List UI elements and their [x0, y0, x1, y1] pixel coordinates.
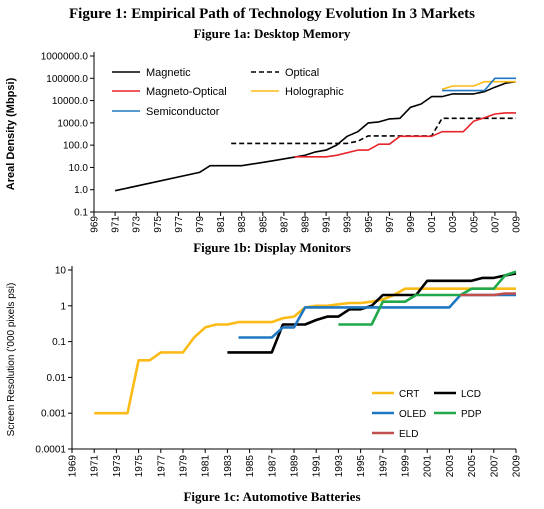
series-crt-line [94, 287, 516, 415]
y-tick-label: 10.0 [69, 163, 89, 174]
y-tick-label: 0.0001 [35, 445, 66, 456]
y-tick-label: 1000000.0 [41, 52, 89, 63]
x-tick-label: 009 [512, 216, 523, 233]
subtitle-automotive-batteries: Figure 1c: Automotive Batteries [183, 489, 361, 504]
y-tick-label: 1000.0 [57, 118, 88, 129]
x-tick-label: 1975 [134, 455, 145, 478]
x-tick-label: 1979 [179, 455, 190, 478]
x-tick-label: 1991 [312, 455, 323, 478]
x-tick-label: 1969 [68, 455, 79, 478]
x-tick-label: 985 [258, 216, 269, 233]
x-tick-label: 001 [427, 216, 438, 233]
legend-label-eld: ELD [399, 429, 418, 440]
y-tick-label: 0.1 [52, 337, 66, 348]
x-tick-label: 1971 [90, 455, 101, 478]
series-eld-line [460, 292, 516, 297]
x-tick-label: 1989 [290, 455, 301, 478]
y-tick-label: 1 [60, 301, 66, 312]
figure-title: Figure 1: Empirical Path of Technology E… [69, 6, 475, 22]
x-tick-label: 1973 [112, 455, 123, 478]
legend-label-magneto-optical: Magneto-Optical [146, 86, 227, 98]
x-tick-label: 2007 [489, 455, 500, 478]
y-tick-label: 100000.0 [46, 74, 88, 85]
x-tick-label: 983 [237, 216, 248, 233]
x-tick-label: 995 [364, 216, 375, 233]
y-tick-label: 100.0 [63, 141, 88, 152]
x-tick-label: 1977 [156, 455, 167, 478]
series-lcd-line [227, 272, 517, 354]
x-tick-label: 969 [90, 216, 101, 233]
x-tick-label: 999 [406, 216, 417, 233]
legend-label-crt: CRT [399, 389, 419, 400]
series-pdp-line [338, 270, 517, 326]
y-tick-label: 10000.0 [52, 96, 89, 107]
x-tick-label: 1983 [223, 455, 234, 478]
x-tick-label: 997 [385, 216, 396, 233]
x-tick-label: 003 [448, 216, 459, 233]
legend-label-pdp: PDP [461, 409, 482, 420]
subtitle-display-monitors: Figure 1b: Display Monitors [193, 240, 351, 255]
legend-label-lcd: LCD [461, 389, 481, 400]
x-tick-label: 2001 [423, 455, 434, 478]
x-tick-label: 1995 [356, 455, 367, 478]
x-tick-label: 977 [174, 216, 185, 233]
y-axis-label: Areal Density (Mbpsi) [5, 77, 17, 190]
y-tick-label: 10 [55, 266, 67, 277]
x-tick-label: 2003 [445, 455, 456, 478]
x-tick-label: 005 [469, 216, 480, 233]
x-tick-label: 1997 [378, 455, 389, 478]
x-tick-label: 1993 [334, 455, 345, 478]
x-tick-label: 993 [343, 216, 354, 233]
x-tick-label: 1985 [245, 455, 256, 478]
legend-label-holographic: Holographic [285, 86, 344, 98]
legend-label-semiconductor: Semiconductor [146, 106, 220, 118]
series-holographic-line [441, 80, 516, 91]
x-tick-label: 1987 [267, 455, 278, 478]
x-tick-label: 973 [132, 216, 143, 233]
subtitle-desktop-memory: Figure 1a: Desktop Memory [193, 26, 351, 41]
series-magneto-optical-line [294, 112, 516, 158]
y-tick-label: 0.01 [47, 373, 67, 384]
x-tick-label: 2005 [467, 455, 478, 478]
x-tick-label: 989 [301, 216, 312, 233]
y-tick-label: 0.001 [41, 409, 66, 420]
series-semiconductor-line [442, 77, 516, 92]
x-tick-label: 991 [322, 216, 333, 233]
legend-label-oled: OLED [399, 409, 426, 420]
legend-label-optical: Optical [285, 67, 319, 79]
y-axis-label: Screen Resolution ('000 pixels psi) [6, 283, 17, 437]
x-tick-label: 987 [279, 216, 290, 233]
x-tick-label: 981 [216, 216, 227, 233]
series-magnetic-line [114, 80, 517, 192]
y-tick-label: 1.0 [74, 185, 88, 196]
x-tick-label: 1981 [201, 455, 212, 478]
x-tick-label: 975 [153, 216, 164, 233]
legend-label-magnetic: Magnetic [146, 67, 191, 79]
x-tick-label: 979 [195, 216, 206, 233]
x-tick-label: 971 [111, 216, 122, 233]
x-tick-label: 1999 [401, 455, 412, 478]
y-tick-label: 0.1 [74, 208, 88, 219]
x-tick-label: 2009 [512, 455, 523, 478]
x-tick-label: 007 [490, 216, 501, 233]
